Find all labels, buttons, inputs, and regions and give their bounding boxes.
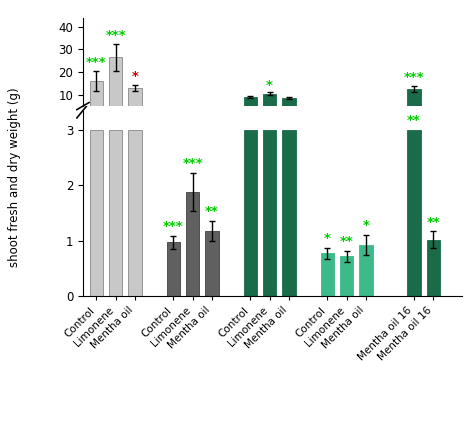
Text: ***: ***	[163, 220, 184, 233]
Text: ***: ***	[105, 29, 126, 42]
Bar	[186, 192, 200, 296]
Text: **: **	[407, 114, 421, 127]
Text: **: **	[427, 216, 440, 229]
Bar	[282, 130, 296, 296]
Bar	[109, 57, 122, 118]
Bar	[340, 256, 354, 296]
Bar	[109, 130, 122, 296]
Bar	[407, 89, 421, 118]
Bar	[244, 97, 257, 118]
Bar	[90, 130, 103, 296]
Bar	[128, 130, 142, 296]
Bar	[321, 253, 334, 296]
Bar	[205, 231, 219, 296]
Text: *: *	[363, 219, 369, 232]
Bar	[244, 130, 257, 296]
Bar	[282, 98, 296, 118]
Text: ***: ***	[182, 157, 203, 170]
Bar	[167, 242, 180, 296]
Bar	[427, 240, 440, 296]
Text: **: **	[205, 205, 219, 218]
Text: *: *	[266, 79, 273, 91]
Text: **: **	[340, 235, 354, 248]
Bar	[263, 130, 276, 296]
Bar	[407, 130, 421, 296]
Bar	[90, 81, 103, 118]
Text: *: *	[131, 70, 138, 83]
Bar	[359, 244, 373, 296]
Bar	[128, 88, 142, 118]
Text: ***: ***	[404, 71, 424, 84]
Text: shoot fresh and dry weight (g): shoot fresh and dry weight (g)	[8, 87, 21, 267]
Bar	[263, 94, 276, 118]
Text: *: *	[324, 232, 331, 245]
Text: ***: ***	[86, 56, 107, 69]
